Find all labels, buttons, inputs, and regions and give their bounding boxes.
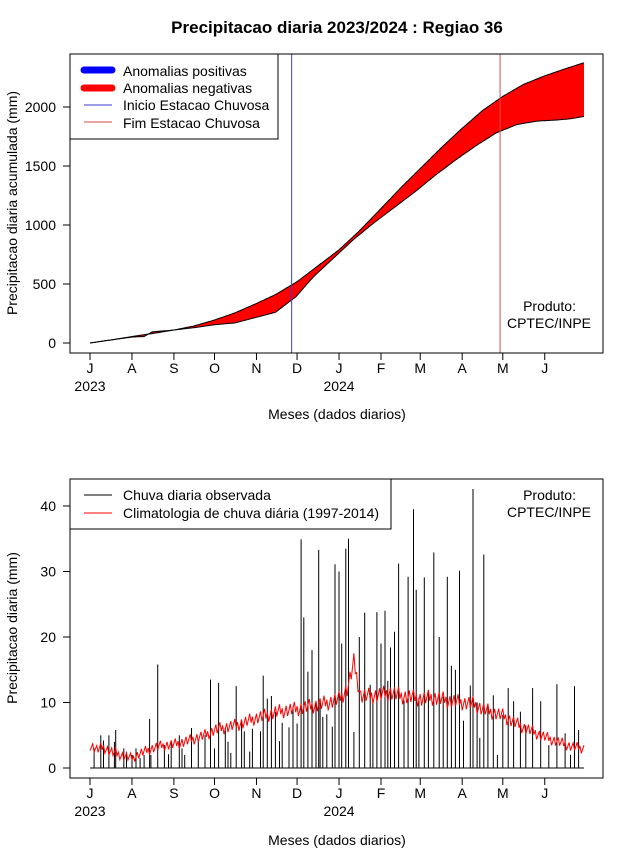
daily-climatology-layer	[89, 653, 585, 762]
daily-x-tick-label: A	[458, 785, 468, 801]
cumulative-x-tick-label: J	[336, 360, 343, 376]
cumulative-x-tick-label: F	[377, 360, 386, 376]
cumulative-x-tick-label: J	[87, 360, 94, 376]
daily-y-tick-label: 10	[40, 695, 56, 711]
daily-x-tick-label: J	[87, 785, 94, 801]
daily-x-tick-label: M	[497, 785, 509, 801]
cumulative-x-tick-label: M	[414, 360, 426, 376]
daily-y-tick-label: 0	[48, 760, 56, 776]
daily-panel: J A S O N D J F M A M J 2023 2024 0 10 20 30 40 Precipitac…	[4, 478, 604, 848]
chart-title: Precipitacao diaria 2023/2024 : Regiao 3…	[171, 18, 503, 37]
daily-x-tick-label: J	[336, 785, 343, 801]
daily-x-tick-label: S	[169, 785, 178, 801]
cumulative-legend: Anomalias positivas Anomalias negativas …	[69, 53, 279, 140]
cumulative-note-line-2: CPTEC/INPE	[507, 315, 591, 331]
cumulative-x-tick-label: S	[169, 360, 178, 376]
daily-year-label: 2024	[323, 803, 354, 819]
negative-anomaly-area	[90, 62, 584, 344]
daily-note-line-2: CPTEC/INPE	[507, 504, 591, 520]
daily-x-tick-label: J	[541, 785, 548, 801]
daily-note-line-1: Produto:	[523, 487, 576, 503]
climatology-daily-line	[89, 653, 585, 762]
daily-y-tick-label: 40	[40, 498, 56, 514]
cumulative-x-axis-label: Meses (dados diarios)	[268, 406, 406, 422]
cumulative-y-tick-label: 2000	[25, 99, 56, 115]
cumulative-x-tick-label: D	[292, 360, 302, 376]
daily-year-label: 2023	[74, 803, 105, 819]
daily-legend: Chuva diaria observada Climatologia de c…	[69, 478, 392, 530]
daily-x-tick-label: O	[209, 785, 220, 801]
daily-y-tick-label: 30	[40, 564, 56, 580]
cumulative-y-tick-label: 1500	[25, 158, 56, 174]
cumulative-axes: J A S O N D J F M A M J 2023 2024 0 500 1000 1500 2000	[25, 99, 548, 394]
daily-x-axis-label: Meses (dados diarios)	[268, 832, 406, 848]
cumulative-x-tick-label: J	[541, 360, 548, 376]
daily-axes: J A S O N D J F M A M J 2023 2024 0 10 20 30 40	[40, 498, 548, 819]
daily-x-tick-label: M	[414, 785, 426, 801]
legend-end-season-label: Fim Estacao Chuvosa	[123, 115, 260, 131]
cumulative-note-line-1: Produto:	[523, 298, 576, 314]
cumulative-fill-layer	[90, 62, 584, 344]
daily-y-tick-label: 20	[40, 629, 56, 645]
legend-climatology-label: Climatologia de chuva diária (1997-2014)	[123, 505, 379, 521]
cumulative-x-tick-label: N	[251, 360, 261, 376]
daily-x-tick-label: A	[127, 785, 137, 801]
cumulative-line-layer	[89, 54, 585, 353]
legend-observed-label: Chuva diaria observada	[123, 487, 271, 503]
cumulative-x-tick-label: M	[497, 360, 509, 376]
cumulative-year-label: 2024	[323, 378, 354, 394]
legend-negative-label: Anomalias negativas	[123, 80, 252, 96]
daily-x-tick-label: N	[251, 785, 261, 801]
cumulative-x-tick-label: A	[127, 360, 137, 376]
cumulative-y-tick-label: 1000	[25, 217, 56, 233]
daily-legend-box	[69, 478, 392, 530]
cumulative-year-label: 2023	[74, 378, 105, 394]
legend-positive-label: Anomalias positivas	[123, 63, 247, 79]
daily-x-tick-label: D	[292, 785, 302, 801]
legend-start-season-label: Inicio Estacao Chuvosa	[123, 97, 270, 113]
cumulative-y-tick-label: 0	[48, 335, 56, 351]
cumulative-y-axis-label: Precipitacao diaria acumulada (mm)	[4, 91, 20, 315]
cumulative-y-tick-label: 500	[33, 276, 57, 292]
cumulative-x-tick-label: A	[458, 360, 468, 376]
daily-y-axis-label: Precipitacao diaria (mm)	[4, 552, 20, 704]
daily-x-tick-label: F	[377, 785, 386, 801]
cumulative-panel: J A S O N D J F M A M J 2023 2024 0 500 1000 1500 2000 Pre…	[4, 53, 604, 422]
observed-cumulative-line	[89, 115, 585, 344]
daily-bars-layer	[90, 489, 584, 769]
cumulative-x-tick-label: O	[209, 360, 220, 376]
